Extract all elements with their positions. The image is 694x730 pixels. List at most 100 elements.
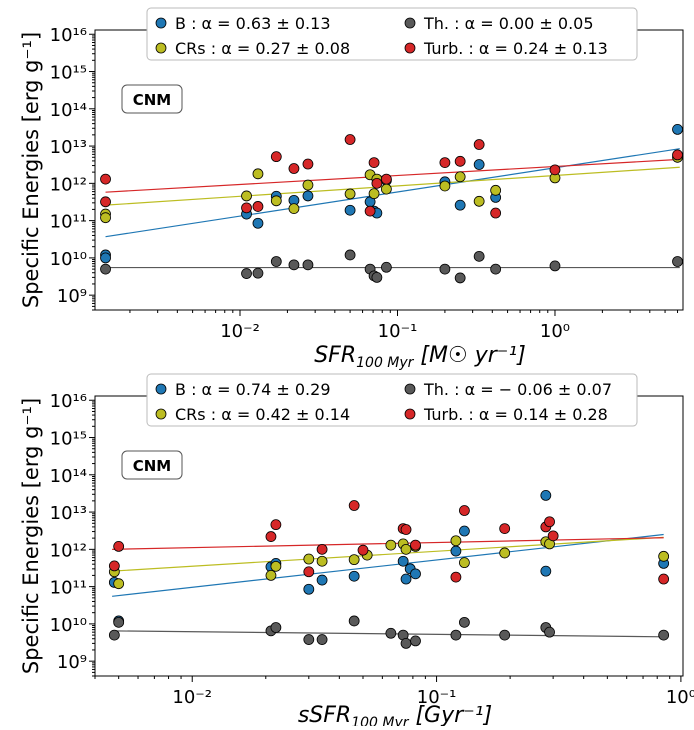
x-tick-label: 10⁻² xyxy=(220,321,260,342)
panel-sfr: 10⁹ 10¹⁰ 10¹¹ 10¹² 10¹³ 10¹⁴ 10¹⁵ 10¹⁶ 10⁻² 10⁻¹ 1… xyxy=(19,7,684,371)
point-turb xyxy=(371,177,383,189)
point-b xyxy=(540,490,552,501)
legend-box xyxy=(146,7,638,61)
point-crs xyxy=(368,188,380,200)
point-th xyxy=(288,259,300,271)
point-turb xyxy=(303,566,315,578)
point-th xyxy=(549,260,561,272)
point-turb xyxy=(400,524,412,535)
point-crs xyxy=(499,547,511,559)
fit-line-crs xyxy=(112,536,664,572)
point-crs xyxy=(439,180,451,192)
point-turb xyxy=(316,543,328,555)
point-b xyxy=(252,217,264,229)
y-tick-label: 10¹⁵ xyxy=(50,63,87,84)
point-turb xyxy=(544,516,555,528)
annotation-label: CNM xyxy=(133,91,172,109)
point-turb xyxy=(270,519,282,531)
point-crs xyxy=(303,553,315,565)
point-crs xyxy=(265,569,277,581)
point-turb xyxy=(439,157,451,169)
point-th xyxy=(252,267,264,279)
point-th xyxy=(410,635,421,647)
y-axis-label: Specific Energies [erg g⁻¹] xyxy=(19,398,43,674)
point-crs xyxy=(658,550,670,562)
point-th xyxy=(270,622,282,633)
point-turb xyxy=(100,173,111,185)
point-turb xyxy=(380,173,392,185)
point-turb xyxy=(454,155,466,167)
point-turb xyxy=(357,544,369,556)
point-b xyxy=(454,199,466,211)
point-b xyxy=(344,204,356,216)
data-points xyxy=(100,124,683,284)
point-b xyxy=(348,570,360,582)
fit-line-crs xyxy=(105,166,680,206)
point-th xyxy=(385,627,397,639)
x-tick-label: 10⁻¹ xyxy=(417,687,457,708)
point-crs xyxy=(450,535,462,547)
point-b xyxy=(473,159,485,170)
fit-line-b xyxy=(112,533,664,597)
point-crs xyxy=(302,179,314,191)
point-turb xyxy=(100,196,111,208)
data-points xyxy=(108,490,670,649)
point-th xyxy=(400,637,412,649)
x-tick-label: 10⁰ xyxy=(666,687,694,708)
point-b xyxy=(459,525,470,537)
point-crs xyxy=(348,554,360,566)
point-turb xyxy=(348,500,360,511)
y-tick-label: 10¹⁴ xyxy=(50,466,87,487)
point-th xyxy=(490,263,502,275)
legend-label-th: Th. : α = 0.00 ± 0.05 xyxy=(423,14,594,33)
point-th xyxy=(302,259,314,271)
point-crs xyxy=(380,183,392,195)
annotation-box: CNM xyxy=(121,450,183,480)
point-th xyxy=(344,249,356,261)
point-crs xyxy=(252,168,264,180)
fit-lines xyxy=(112,533,664,638)
point-th xyxy=(672,256,683,267)
point-crs xyxy=(459,557,470,569)
point-crs xyxy=(454,171,466,183)
point-crs xyxy=(344,188,356,200)
point-th xyxy=(113,616,125,628)
legend-marker-th xyxy=(404,383,416,395)
point-b xyxy=(400,573,412,585)
fit-lines xyxy=(105,148,680,269)
y-tick-label: 10⁹ xyxy=(57,652,87,673)
y-tick-label: 10¹⁰ xyxy=(50,249,87,270)
point-th xyxy=(454,272,466,284)
point-b xyxy=(397,555,409,567)
point-turb xyxy=(499,523,511,535)
point-turb xyxy=(549,164,561,176)
point-turb xyxy=(265,531,277,542)
y-tick-label: 10¹³ xyxy=(50,503,87,524)
x-tick-label: 10⁰ xyxy=(540,321,570,342)
legend-box xyxy=(146,373,638,427)
point-b xyxy=(450,545,462,557)
point-turb xyxy=(450,571,462,583)
legend-label-crs: CRs : α = 0.42 ± 0.14 xyxy=(175,405,350,424)
point-crs xyxy=(385,539,397,551)
point-turb xyxy=(302,158,314,170)
point-turb xyxy=(410,539,421,551)
y-axis-label: Specific Energies [erg g⁻¹] xyxy=(19,32,43,308)
point-turb xyxy=(270,151,282,163)
y-tick-label: 10¹⁰ xyxy=(50,615,87,636)
point-b xyxy=(302,190,314,202)
point-th xyxy=(303,634,315,645)
fit-line-b xyxy=(105,148,680,238)
point-th xyxy=(459,616,470,628)
point-turb xyxy=(344,134,356,145)
point-b xyxy=(303,583,315,595)
point-crs xyxy=(316,555,328,567)
legend: B : α = 0.74 ± 0.29 Th. : α = − 0.06 ± 0.… xyxy=(146,373,638,427)
legend-label-turb: Turb. : α = 0.24 ± 0.13 xyxy=(423,39,608,58)
legend-marker-th xyxy=(404,17,416,29)
point-turb xyxy=(364,205,376,217)
x-tick-label: 10⁻² xyxy=(172,687,212,708)
point-b xyxy=(410,568,421,580)
point-crs xyxy=(241,190,252,202)
